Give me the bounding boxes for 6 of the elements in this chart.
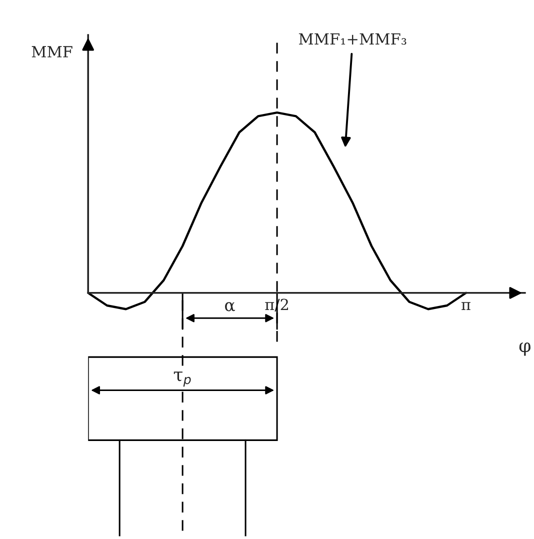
text: MMF₁+MMF₃ (298, 33, 406, 45)
annotation: α (225, 302, 235, 312)
text: τ$_{p}$ (174, 372, 191, 387)
y-axis-title: MMF (32, 46, 72, 58)
x-tick-label: π (462, 302, 470, 310)
x-axis-title: φ (519, 342, 530, 356)
